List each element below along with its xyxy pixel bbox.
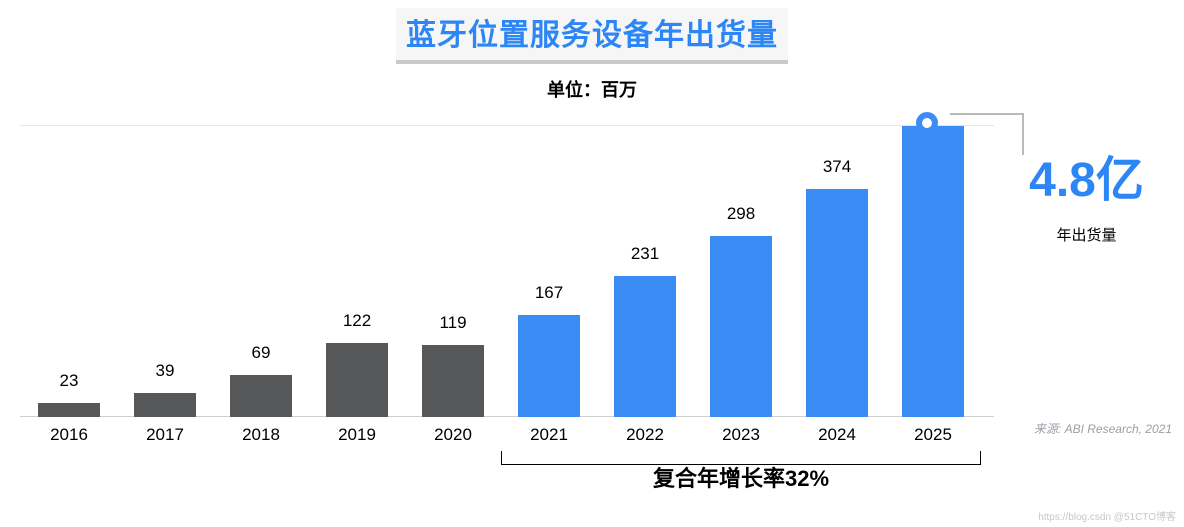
bar-2018: 692018: [230, 375, 292, 417]
bar-2022: 2312022: [614, 276, 676, 417]
bar-year-label: 2017: [128, 425, 202, 445]
bar-rect: [710, 236, 772, 417]
bar-2019: 1222019: [326, 343, 388, 417]
watermark: https://blog.csdn @51CTO博客: [1038, 508, 1176, 523]
bar-year-label: 2023: [704, 425, 778, 445]
bar-rect: [326, 343, 388, 417]
bar-rect: [134, 393, 196, 417]
bar-2023: 2982023: [710, 236, 772, 417]
callout-big-number: 4.8亿: [999, 140, 1174, 210]
bar-value-label: 122: [326, 311, 388, 337]
bar-rect: [422, 345, 484, 417]
bar-value-label: 374: [806, 157, 868, 183]
bar-2021: 1672021: [518, 315, 580, 417]
bar-2017: 392017: [134, 393, 196, 417]
bar-rect: [614, 276, 676, 417]
bar-year-label: 2019: [320, 425, 394, 445]
growth-rate-label: 复合年增长率32%: [501, 461, 981, 493]
bar-value-label: 69: [230, 343, 292, 369]
chart-area: 2320163920176920181222019119202016720212…: [20, 125, 994, 447]
bar-rect: [518, 315, 580, 417]
bar-rect: [230, 375, 292, 417]
bar-2020: 1192020: [422, 345, 484, 417]
bar-year-label: 2016: [32, 425, 106, 445]
side-callout: 4.8亿 年出货量: [999, 140, 1174, 245]
bar-2024: 3742024: [806, 189, 868, 417]
bar-rect: [902, 126, 964, 417]
bar-2016: 232016: [38, 403, 100, 417]
bar-value-label: 23: [38, 371, 100, 397]
bar-value-label: 39: [134, 361, 196, 387]
bar-2025: 2025: [902, 126, 964, 417]
title-wrap: 蓝牙位置服务设备年出货量: [0, 0, 1184, 64]
bar-value-label: 167: [518, 283, 580, 309]
bar-year-label: 2018: [224, 425, 298, 445]
bar-year-label: 2022: [608, 425, 682, 445]
bar-rect: [806, 189, 868, 417]
chart-subtitle: 单位：百万: [0, 76, 1184, 102]
source-note: 来源: ABI Research, 2021: [1034, 420, 1172, 437]
bar-year-label: 2025: [896, 425, 970, 445]
bar-year-label: 2024: [800, 425, 874, 445]
bar-value-label: 298: [710, 204, 772, 230]
bar-value-label: 231: [614, 244, 676, 270]
bar-year-label: 2020: [416, 425, 490, 445]
bar-value-label: 119: [422, 313, 484, 339]
bar-year-label: 2021: [512, 425, 586, 445]
callout-caption: 年出货量: [999, 224, 1174, 245]
chart-title: 蓝牙位置服务设备年出货量: [396, 8, 788, 64]
bar-rect: [38, 403, 100, 417]
callout-line: [950, 113, 1024, 115]
